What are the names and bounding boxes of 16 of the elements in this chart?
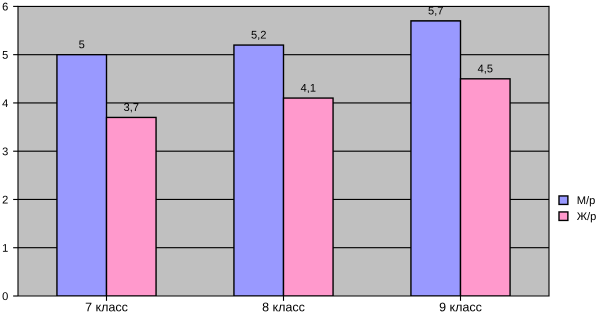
legend-label: М/р [578,196,595,206]
y-tick-label: 4 [2,99,8,107]
x-tick-label: 7 класс [86,302,128,312]
y-tick-label: 1 [2,244,8,252]
text: 4,1 [300,84,316,94]
text: 4,5 [478,64,493,74]
text: 5,2 [251,30,266,40]
x-tick-label: 8 класс [262,302,305,312]
y-tick-label: 6 [2,2,8,11]
text: 5 [79,40,84,48]
y-tick-label: 5 [2,51,8,59]
y-tick-label: 2 [2,196,8,204]
y-tick-label: 0 [2,292,8,300]
legend-label: Ж/р [576,212,596,222]
y-tick-label: 3 [2,147,8,156]
x-tick-label: 9 класс [440,302,482,312]
